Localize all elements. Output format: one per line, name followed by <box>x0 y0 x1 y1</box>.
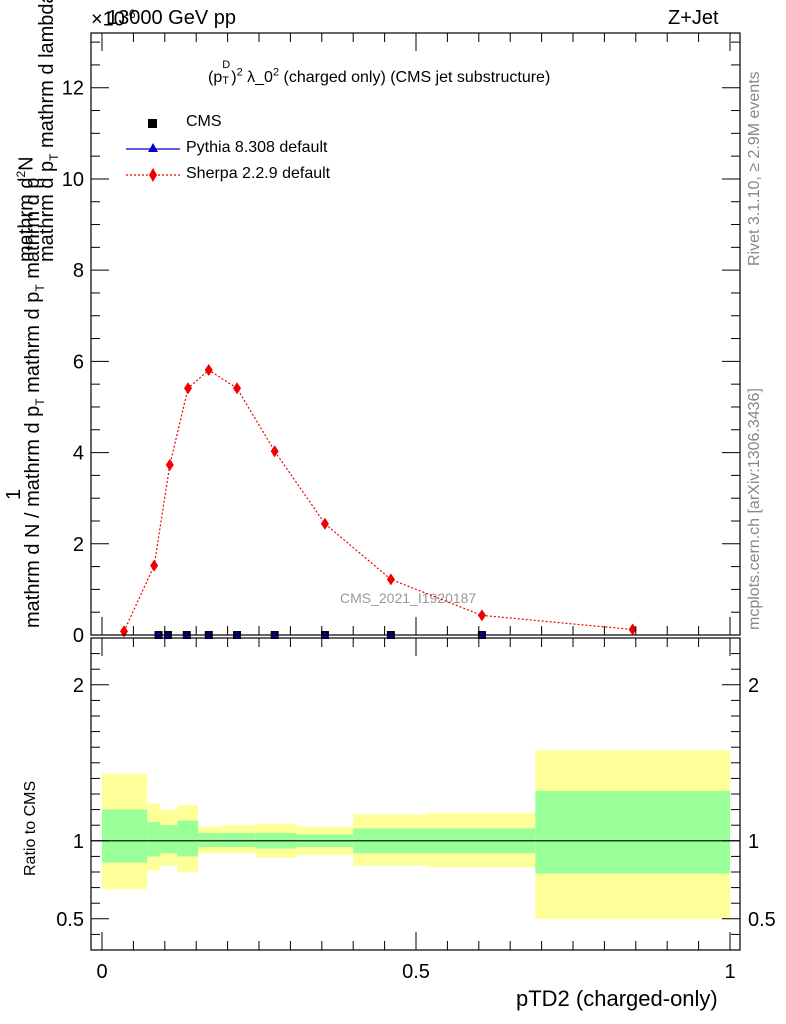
y-exponent-power: -6 <box>124 7 136 21</box>
sherpa-point <box>150 559 159 572</box>
legend-label: Sherpa 2.2.9 default <box>186 165 331 182</box>
sherpa-point <box>628 623 637 636</box>
tick-label: 0.5 <box>748 909 776 931</box>
tick-label: 1 <box>748 831 759 853</box>
ratio-band-inner <box>102 809 148 863</box>
main-series <box>119 364 637 639</box>
pythia-marker-icon <box>126 143 180 152</box>
tick-label: 0 <box>96 961 107 983</box>
ratio-bands <box>102 750 730 919</box>
sherpa-point <box>320 517 329 530</box>
y-exponent-label: ×10-6 <box>91 7 136 32</box>
y-exponent-times: ×10 <box>91 8 125 31</box>
legend-item-pythia: Pythia 8.308 default <box>120 136 380 162</box>
sherpa-point <box>233 382 242 395</box>
tick-label: 4 <box>73 443 84 465</box>
plot-title: (p D T)2 λ_02 (charged only) (CMS jet subs… <box>208 59 551 87</box>
sherpa-point <box>119 625 128 638</box>
tick-label: 6 <box>73 351 84 373</box>
ratio-band-inner <box>177 820 199 857</box>
sherpa-line <box>123 369 633 632</box>
legend-item-sherpa: Sherpa 2.2.9 default <box>120 162 380 188</box>
legend-label: CMS <box>186 113 222 130</box>
sherpa-point <box>477 609 486 622</box>
tick-label: 12 <box>62 78 84 100</box>
main-plot-frame <box>90 32 741 636</box>
ratio-band-inner <box>198 833 222 848</box>
sherpa-point <box>270 445 279 458</box>
legend-label: Pythia 8.308 default <box>186 139 328 156</box>
ratio-band-inner <box>147 822 161 857</box>
tick-label: 8 <box>73 260 84 282</box>
sherpa-marker-icon <box>126 168 180 182</box>
tick-label: 2 <box>748 675 759 697</box>
cms-marker-icon <box>148 119 157 128</box>
axis-ticks <box>91 33 740 950</box>
process-label: Z+Jet <box>668 7 719 29</box>
ratio-band-inner <box>535 790 730 874</box>
analysis-watermark: CMS_2021_I1920187 <box>340 590 477 606</box>
tick-label: 0.5 <box>56 909 84 931</box>
tick-label: 10 <box>62 169 84 191</box>
sherpa-point <box>204 364 213 377</box>
tick-label: 2 <box>73 675 84 697</box>
x-axis-label: pTD2 (charged-only) <box>516 986 718 1011</box>
ratio-band-inner <box>221 833 256 848</box>
tick-label: 1 <box>73 831 84 853</box>
tick-label: 2 <box>73 534 84 556</box>
sherpa-point <box>386 573 395 586</box>
tick-label: 1 <box>724 961 735 983</box>
tick-label: 0 <box>73 625 84 647</box>
legend: CMS Pythia 8.308 default Sherpa 2.2.9 de… <box>120 110 380 190</box>
legend-item-cms: CMS <box>120 110 380 136</box>
sherpa-point <box>165 458 174 471</box>
ratio-band-inner <box>160 825 178 854</box>
sherpa-point <box>184 382 193 395</box>
tick-label: 0.5 <box>402 961 430 983</box>
energy-label: 13000 GeV pp <box>107 7 236 29</box>
